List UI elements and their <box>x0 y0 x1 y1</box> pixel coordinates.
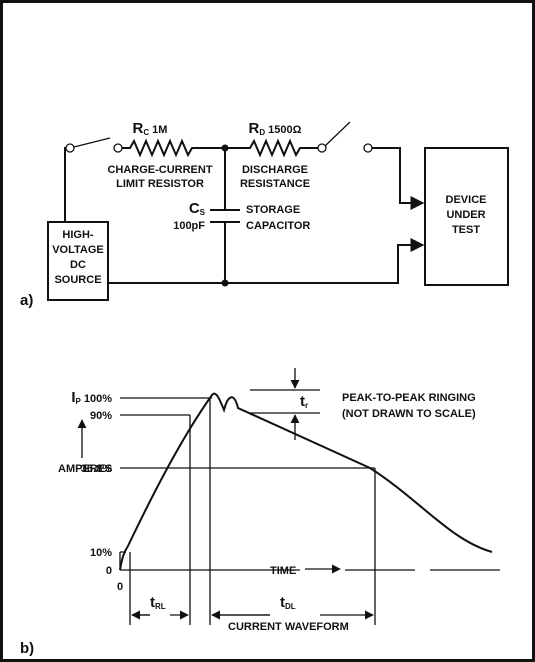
circuit-shape <box>113 143 123 153</box>
ringing-time-label-text: r <box>305 401 308 410</box>
capacitor-description: STORAGE <box>246 204 300 216</box>
capacitor-label-text: S <box>200 208 206 217</box>
circuit-shape <box>221 144 229 152</box>
decay-time-label-text: t <box>280 594 285 611</box>
resistor-label-text: R <box>249 120 260 137</box>
circuit-shape <box>122 138 318 158</box>
x-axis-label: TIME <box>270 565 296 577</box>
rise-time-label-text: t <box>150 594 155 611</box>
circuit-shape <box>73 137 111 148</box>
resistor-label-text: 1M <box>152 124 167 136</box>
resistor-label: RD 1500Ω <box>249 120 302 137</box>
level-label: 36.8% <box>81 463 112 475</box>
capacitor-value: 100pF <box>173 220 205 232</box>
level-label: 90% <box>90 410 112 422</box>
waveform-labels: IP 100% 90% 36.8% 10% 0 AMPERES 0 TIME tR… <box>20 389 476 657</box>
decay-time-label: tDL <box>280 594 296 611</box>
capacitor-label: CS <box>189 200 206 217</box>
circuit-shape <box>108 238 425 284</box>
circuit-labels: HIGH- VOLTAGE DC SOURCE RC 1M CHARGE-CURR… <box>20 120 486 309</box>
circuit-shape <box>210 148 240 283</box>
origin-label: 0 <box>117 581 123 593</box>
circuit-shape <box>317 143 327 153</box>
resistor-label-text: D <box>259 128 265 137</box>
circuit-shape <box>363 143 373 153</box>
peak-label-text: 100% <box>84 393 112 405</box>
ringing-note: PEAK-TO-PEAK RINGING <box>342 392 476 404</box>
circuit-shape <box>221 279 229 287</box>
resistor-description: RESISTANCE <box>240 178 310 190</box>
resistor-description: DISCHARGE <box>242 164 308 176</box>
resistor-label-text: R <box>133 120 144 137</box>
decay-time-label-text: DL <box>285 602 296 611</box>
ringing-note: (NOT DRAWN TO SCALE) <box>342 408 476 420</box>
circuit-shape <box>64 147 66 222</box>
capacitor-label-text: C <box>189 200 200 217</box>
panel-label: a) <box>20 292 33 309</box>
source-label: SOURCE <box>54 274 101 286</box>
resistor-label-text: C <box>143 128 149 137</box>
waveform-shape <box>119 397 375 570</box>
circuit-shape <box>65 143 75 153</box>
ringing-time-label-text: t <box>300 393 305 410</box>
caption: CURRENT WAVEFORM <box>228 621 349 633</box>
peak-label-text: P <box>76 397 82 406</box>
source-label: HIGH- <box>62 229 94 241</box>
waveform-shape <box>250 389 320 414</box>
circuit-shape <box>424 147 509 286</box>
rise-time-label: tRL <box>150 594 166 611</box>
peak-label: IP 100% <box>71 389 112 406</box>
device-label: DEVICE <box>446 194 487 206</box>
source-label: DC <box>70 259 86 271</box>
waveform-shape <box>119 392 493 571</box>
source-label: VOLTAGE <box>52 244 104 256</box>
resistor-description: LIMIT RESISTOR <box>116 178 204 190</box>
peak-label-text: I <box>71 389 75 406</box>
circuit-shape <box>372 147 425 210</box>
resistor-description: CHARGE-CURRENT <box>107 164 212 176</box>
rise-time-label-text: RL <box>155 602 166 611</box>
device-label: UNDER <box>446 209 485 221</box>
level-label: 0 <box>106 565 112 577</box>
ringing-time-label: tr <box>300 393 308 410</box>
circuit <box>47 121 509 301</box>
capacitor-description: CAPACITOR <box>246 220 310 232</box>
circuit-shape <box>47 221 109 301</box>
waveform-shape <box>129 398 376 625</box>
level-label: 10% <box>90 547 112 559</box>
resistor-label-text: 1500Ω <box>268 124 301 136</box>
y-axis-label: AMPERES <box>58 463 112 475</box>
device-label: TEST <box>452 224 480 236</box>
resistor-label: RC 1M <box>133 120 168 137</box>
circuit-shape <box>324 121 351 147</box>
waveform <box>77 368 500 625</box>
panel-label: b) <box>20 640 34 657</box>
